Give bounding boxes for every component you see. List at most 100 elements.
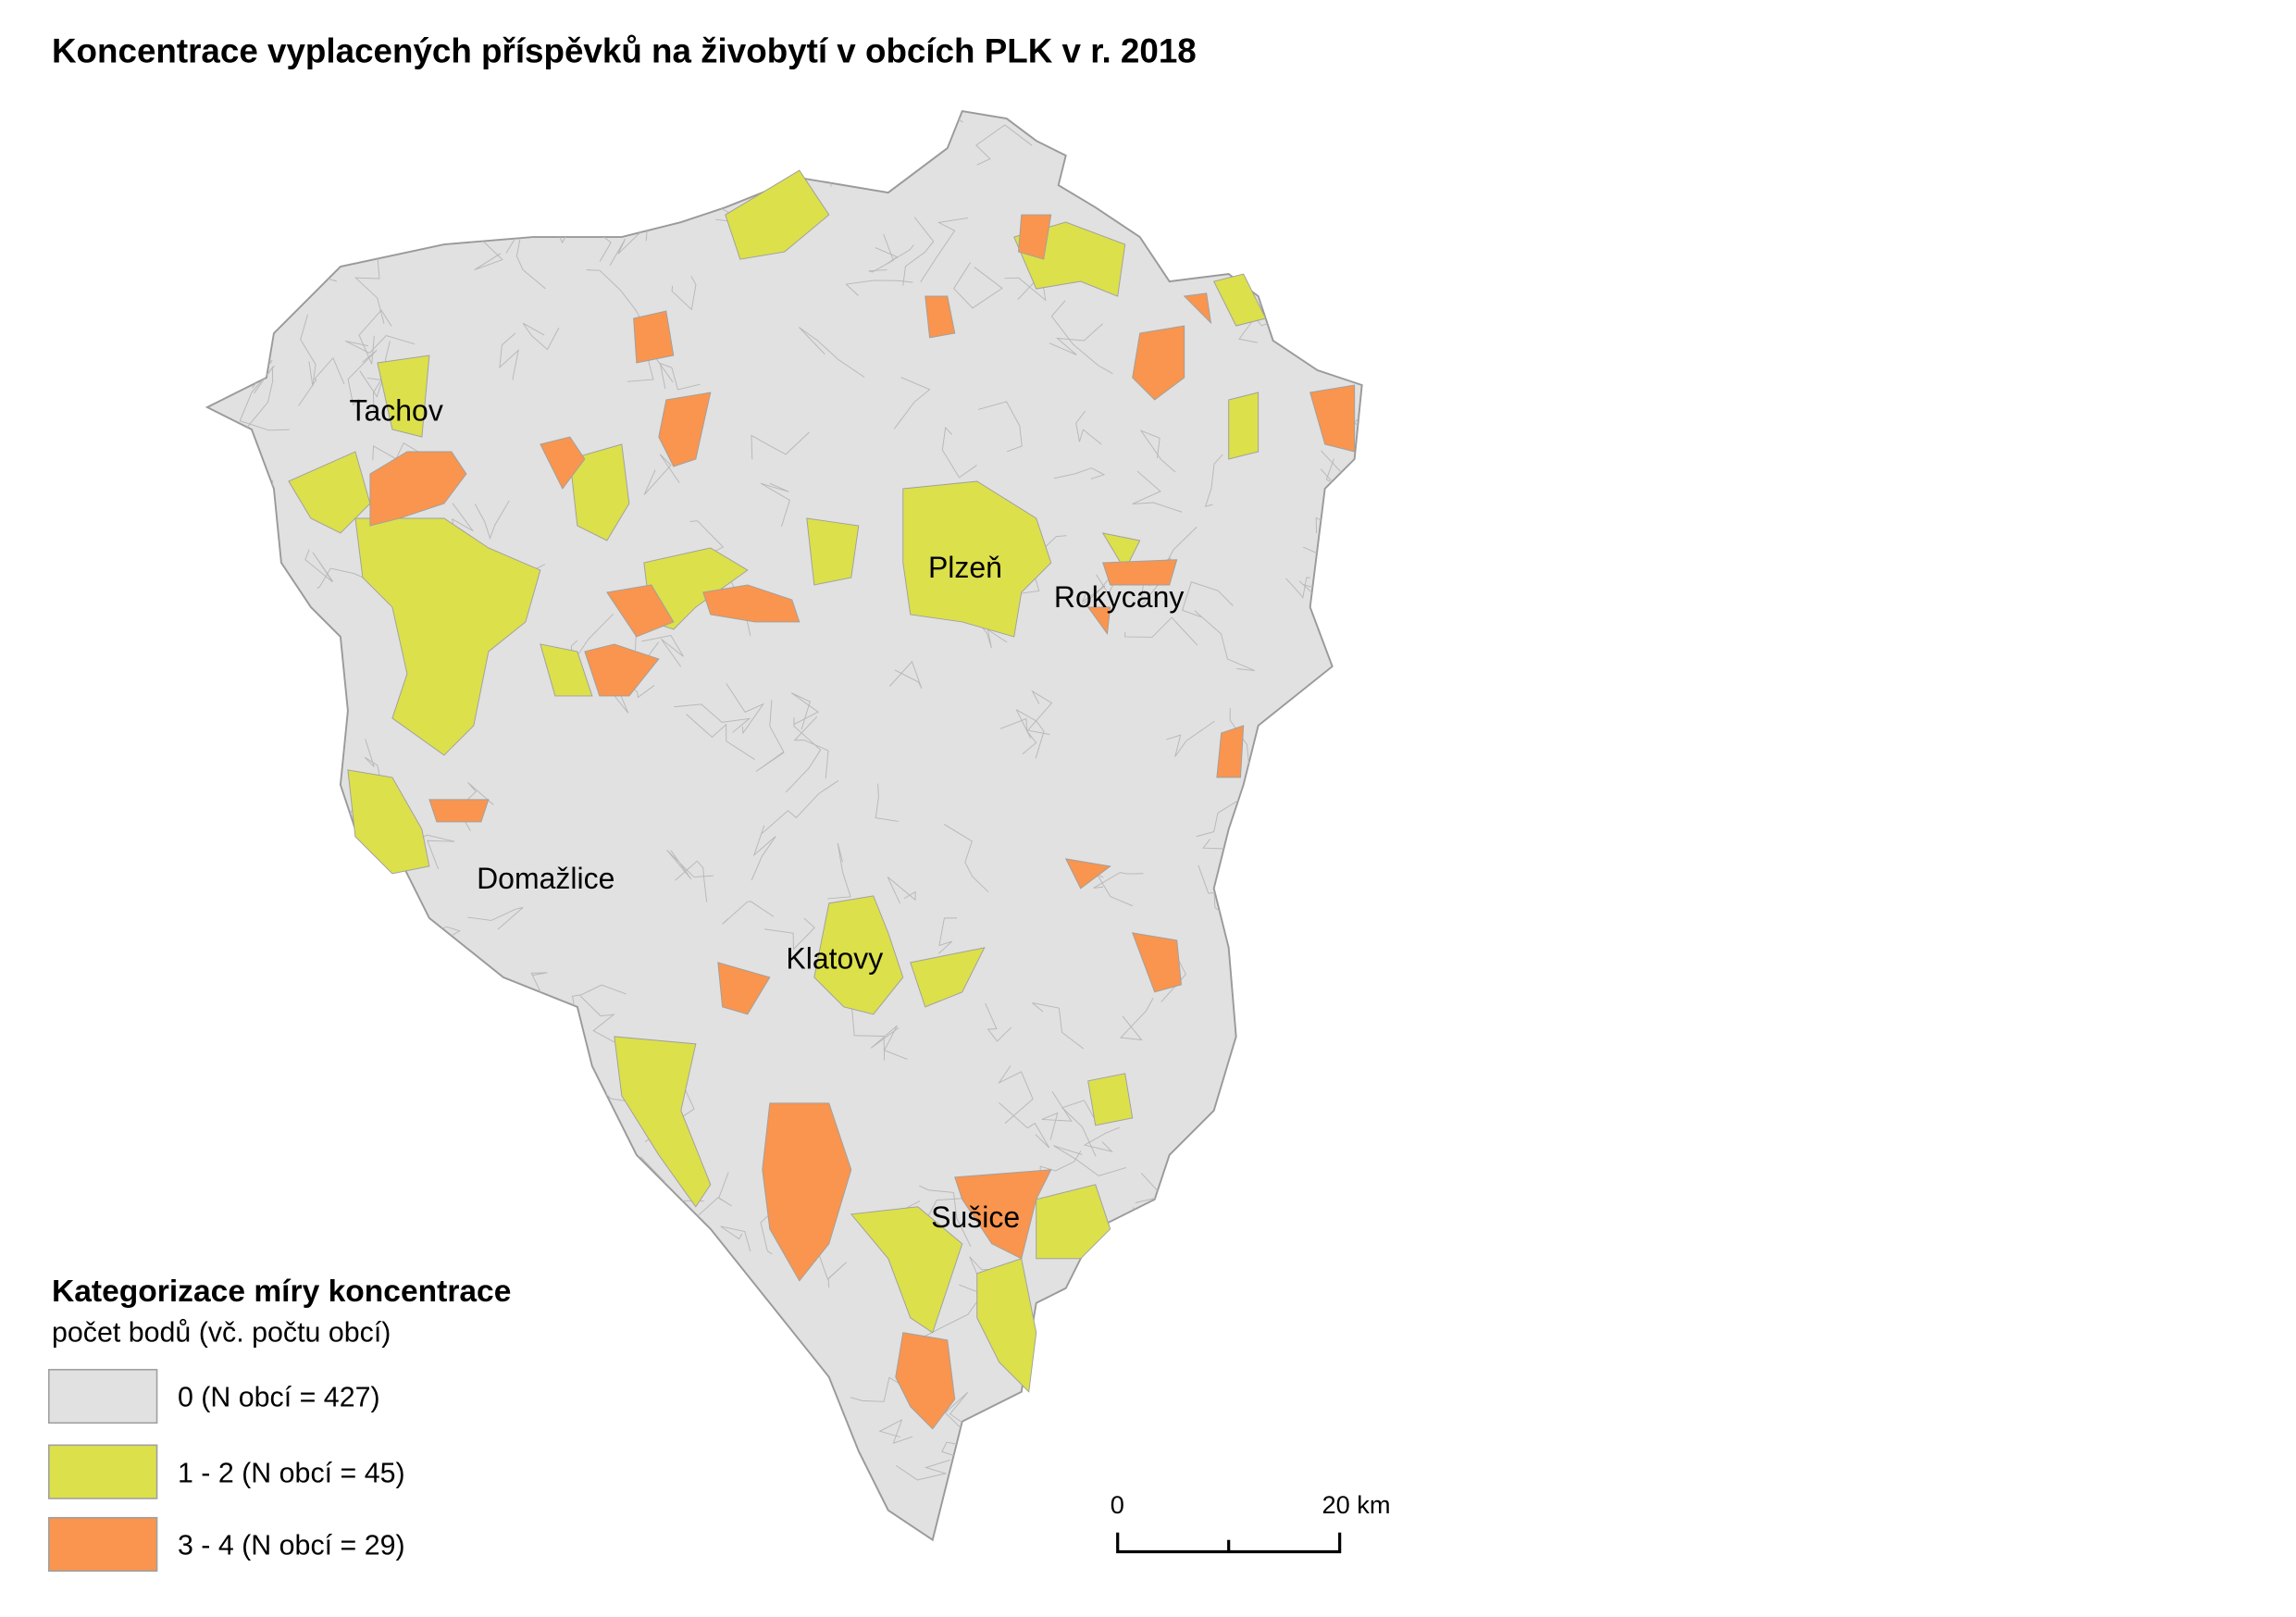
boundary	[1026, 690, 1053, 735]
municipality-patch	[1087, 1073, 1134, 1126]
boundary	[516, 1438, 569, 1474]
boundary	[316, 567, 378, 589]
municipality-patch	[1131, 932, 1183, 993]
boundary	[1120, 998, 1154, 1041]
boundary	[274, 1111, 299, 1180]
boundary	[816, 130, 849, 173]
boundary	[339, 952, 390, 992]
boundary	[307, 133, 330, 185]
municipality-patch	[702, 584, 800, 623]
boundary	[878, 1418, 913, 1445]
place-label: Tachov	[350, 393, 443, 427]
boundary	[410, 182, 442, 212]
boundary	[919, 1185, 972, 1248]
boundary	[246, 815, 290, 832]
boundary	[1312, 115, 1346, 156]
place-label: Rokycany	[1054, 580, 1184, 614]
municipality-patch	[895, 1332, 956, 1430]
boundary	[943, 824, 989, 892]
municipality-patch	[347, 769, 430, 875]
boundary	[1247, 1225, 1309, 1275]
boundary	[355, 1353, 426, 1379]
boundary	[422, 1126, 447, 1164]
boundary	[902, 217, 935, 286]
region-outline	[205, 110, 1363, 1542]
boundary	[351, 962, 412, 1014]
municipality-patch	[1086, 606, 1111, 636]
boundary	[1032, 1002, 1085, 1050]
boundary	[875, 783, 899, 822]
municipality-patch	[569, 443, 630, 541]
boundary	[793, 715, 829, 778]
boundary	[722, 901, 775, 925]
boundary	[671, 276, 697, 311]
place-label: Sušice	[931, 1200, 1020, 1234]
boundary	[999, 1101, 1050, 1149]
boundary	[1093, 872, 1144, 889]
boundary	[1300, 111, 1322, 126]
boundary	[1139, 429, 1176, 473]
boundary	[503, 1410, 577, 1437]
boundary	[484, 1088, 514, 1150]
boundary	[218, 1160, 237, 1202]
boundary	[643, 454, 680, 495]
boundary	[785, 1544, 817, 1573]
boundary	[239, 365, 290, 431]
legend-label: 1 - 2 (N obcí = 45)	[178, 1457, 405, 1488]
boundary	[344, 335, 416, 354]
boundary	[252, 196, 304, 221]
legend-items: 0 (N obcí = 427) 1 - 2 (N obcí = 45) 3 - 4…	[47, 1368, 405, 1573]
boundary	[985, 1002, 1012, 1042]
boundary	[354, 1099, 382, 1158]
boundary	[751, 825, 776, 881]
municipality-patch	[540, 436, 586, 490]
boundary	[755, 700, 785, 772]
municipality-patch	[1132, 325, 1185, 401]
boundary	[346, 1215, 377, 1251]
boundary	[206, 624, 221, 677]
boundary	[675, 860, 708, 902]
boundary	[666, 849, 714, 880]
boundary	[1161, 1169, 1192, 1215]
boundary	[535, 1171, 559, 1234]
municipality-patch	[606, 584, 675, 638]
boundary	[998, 1065, 1034, 1124]
boundary	[975, 124, 1033, 166]
boundary	[1344, 693, 1362, 752]
boundary	[343, 1161, 369, 1229]
boundary	[1050, 300, 1113, 375]
boundary	[501, 1424, 585, 1456]
boundary	[300, 314, 316, 387]
municipality-patch	[428, 799, 490, 823]
municipality-patch	[902, 480, 1052, 638]
boundary	[761, 780, 839, 835]
boundary	[467, 1170, 515, 1210]
boundary	[1204, 454, 1223, 507]
boundary	[416, 145, 442, 187]
boundary	[937, 917, 958, 954]
boundary	[827, 842, 851, 900]
boundary	[572, 984, 627, 1015]
boundary	[501, 1471, 522, 1540]
boundary	[790, 692, 820, 730]
boundary	[953, 262, 1003, 309]
boundary	[245, 1077, 267, 1151]
boundary	[242, 111, 292, 147]
boundary	[1197, 1128, 1227, 1170]
municipality-patch	[377, 354, 430, 438]
scale-label: 20 km	[1322, 1490, 1390, 1519]
legend-swatch	[47, 1516, 158, 1573]
boundary	[1123, 115, 1181, 135]
boundary	[474, 500, 510, 541]
boundary	[1337, 1175, 1362, 1195]
boundary	[220, 839, 254, 884]
boundary	[540, 1337, 563, 1373]
boundary	[641, 634, 684, 667]
boundary	[1188, 1374, 1222, 1405]
municipality-patch	[584, 643, 660, 697]
boundary	[455, 1043, 508, 1076]
boundary	[1124, 616, 1198, 646]
boundary	[364, 739, 382, 783]
boundary	[785, 717, 822, 793]
boundary	[1041, 1091, 1073, 1140]
